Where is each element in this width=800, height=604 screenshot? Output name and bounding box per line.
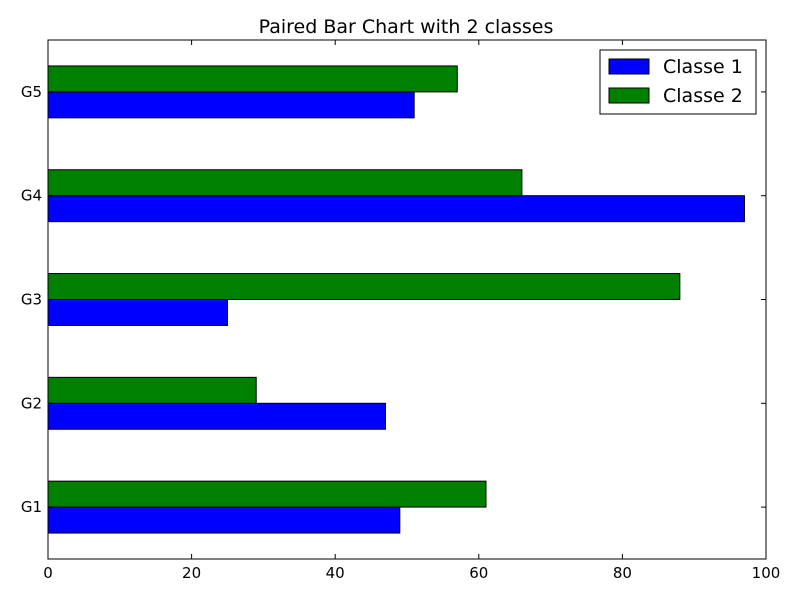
legend-swatch-series-2 bbox=[608, 87, 650, 104]
y-tick-label-g4: G4 bbox=[21, 187, 42, 205]
bar-g5-series-2 bbox=[47, 65, 458, 93]
legend-swatch-series-1 bbox=[608, 58, 650, 75]
x-tick-label: 0 bbox=[43, 564, 53, 582]
legend: Classe 1 Classe 2 bbox=[599, 49, 757, 115]
x-tick-label: 60 bbox=[469, 564, 488, 582]
legend-label-series-2: Classe 2 bbox=[663, 85, 743, 107]
x-tick-label: 40 bbox=[326, 564, 345, 582]
x-tick-label: 100 bbox=[752, 564, 781, 582]
x-tick-label: 80 bbox=[613, 564, 632, 582]
bar-g1-series-1 bbox=[47, 506, 401, 534]
bar-g2-series-2 bbox=[47, 376, 257, 404]
y-tick-label-g2: G2 bbox=[21, 394, 42, 412]
legend-label-series-1: Classe 1 bbox=[663, 56, 743, 78]
bars-layer bbox=[47, 65, 745, 534]
y-tick-label-g1: G1 bbox=[21, 498, 42, 516]
chart-title: Paired Bar Chart with 2 classes bbox=[259, 16, 554, 38]
bar-g2-series-1 bbox=[47, 402, 386, 430]
y-tick-label-g3: G3 bbox=[21, 291, 42, 309]
bar-g4-series-2 bbox=[47, 169, 523, 197]
bar-g5-series-1 bbox=[47, 91, 415, 119]
bar-g4-series-1 bbox=[47, 195, 745, 223]
ticks-layer: 0 20 40 60 80 100 G1 G2 G3 G4 G5 bbox=[21, 40, 780, 582]
bar-g3-series-2 bbox=[47, 273, 681, 300]
bar-g1-series-2 bbox=[47, 480, 487, 508]
x-tick-label: 20 bbox=[182, 564, 201, 582]
y-tick-label-g5: G5 bbox=[21, 83, 42, 101]
bar-g3-series-1 bbox=[47, 299, 228, 326]
